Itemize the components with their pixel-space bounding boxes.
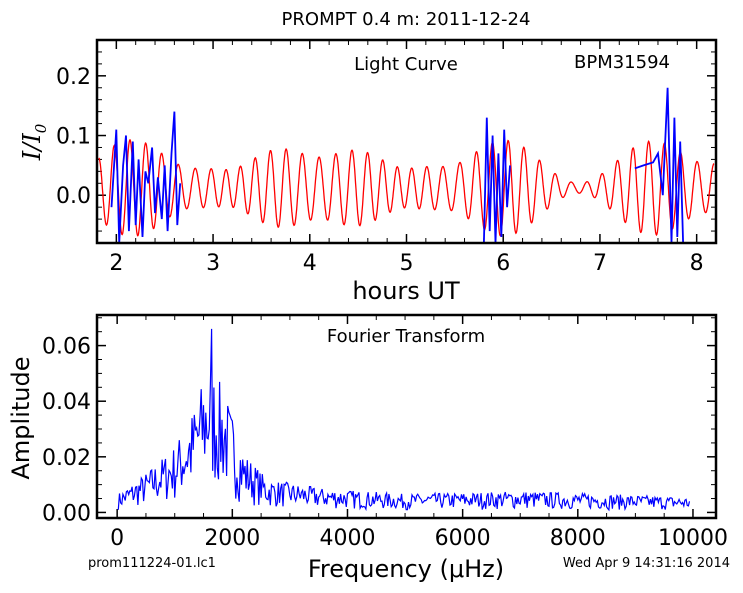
ft-ytick-label-0: 0.00	[42, 501, 91, 526]
lc-xtick-label-6: 8	[690, 251, 704, 276]
fourier-ticks: 0 2000 4000 6000 8000 10000 0.00 0.02 0.04 0.06	[42, 315, 728, 551]
fourier-xlabel: Frequency (μHz)	[308, 555, 504, 583]
figure-title: PROMPT 0.4 m: 2011-12-24	[282, 9, 531, 30]
data-segment-2	[634, 87, 684, 243]
lc-xtick-label-0: 2	[109, 251, 123, 276]
lc-xtick-label-3: 5	[400, 251, 414, 276]
model-curve-line	[98, 139, 715, 237]
footer-timestamp: Wed Apr 9 14:31:16 2014	[563, 556, 730, 571]
ft-xtick-label-2: 4000	[319, 526, 375, 551]
ft-ytick-label-2: 0.04	[42, 390, 91, 415]
light-curve-label: Light Curve	[354, 54, 458, 75]
ft-xtick-label-5: 10000	[658, 526, 728, 551]
star-name-label: BPM31594	[574, 52, 670, 73]
lc-ytick-label-0: 0.0	[56, 184, 91, 209]
ft-xtick-label-3: 6000	[435, 526, 491, 551]
light-curve-xlabel: hours UT	[352, 277, 460, 305]
ft-xtick-label-4: 8000	[550, 526, 606, 551]
light-curve-panel: 2 3 4 5 6 7 8 0.0 0.1 0.2 Light Curve BPM31594 ho…	[18, 38, 718, 305]
light-curve-frame	[95, 38, 718, 245]
data-segment-1	[483, 117, 511, 243]
light-curve-ticks: 2 3 4 5 6 7 8 0.0 0.1 0.2	[56, 39, 716, 276]
lc-ytick-label-2: 0.2	[56, 65, 91, 90]
observed-data-lines	[110, 87, 684, 243]
ft-ytick-label-3: 0.06	[42, 335, 91, 360]
fourier-panel: 0 2000 4000 6000 8000 10000 0.00 0.02 0.04 0.06 F…	[7, 313, 728, 583]
data-segment-0	[110, 111, 182, 243]
lc-xtick-label-5: 7	[593, 251, 607, 276]
fourier-label: Fourier Transform	[327, 326, 485, 347]
lc-xtick-label-1: 3	[206, 251, 220, 276]
fourier-frame	[95, 313, 718, 520]
footer-filename: prom111224-01.lc1	[88, 556, 216, 571]
ft-xtick-label-0: 0	[110, 526, 124, 551]
fourier-ylabel: Amplitude	[7, 357, 35, 480]
fourier-spectrum-line	[117, 328, 691, 512]
light-curve-ylabel: I/I0	[18, 123, 50, 161]
ft-ytick-label-1: 0.02	[42, 446, 91, 471]
lc-ytick-label-1: 0.1	[56, 125, 91, 150]
lc-xtick-label-4: 6	[496, 251, 510, 276]
lc-xtick-label-2: 4	[303, 251, 317, 276]
ft-xtick-label-1: 2000	[204, 526, 260, 551]
